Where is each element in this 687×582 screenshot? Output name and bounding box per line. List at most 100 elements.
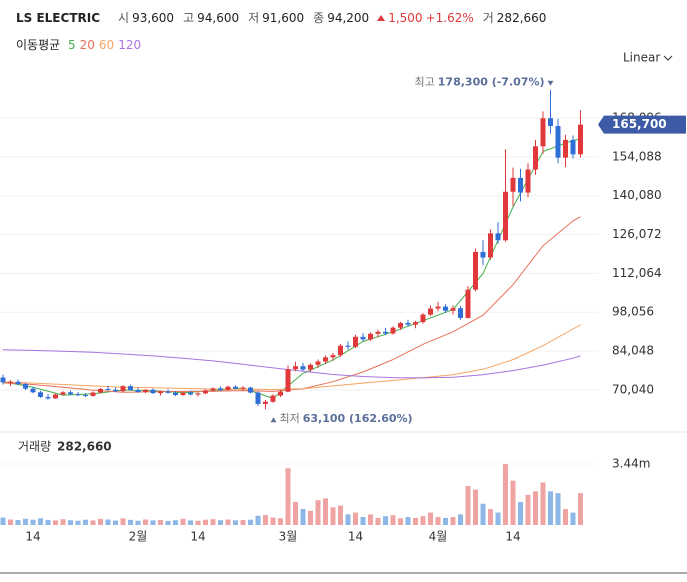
volume-bar	[450, 517, 456, 525]
volume-bar	[563, 509, 568, 525]
volume-bar	[495, 512, 501, 525]
volume-bar	[135, 520, 141, 525]
candle-body	[68, 392, 73, 395]
volume-bar	[158, 520, 163, 525]
candle-body	[338, 345, 343, 356]
low-annotation: 최저 63,100 (162.60%)	[280, 412, 413, 425]
volume-bar	[180, 518, 186, 525]
volume-bar	[405, 517, 411, 525]
volume-bar	[375, 517, 381, 525]
candle-body	[255, 392, 261, 404]
x-tick-label: 14	[190, 530, 205, 544]
volume-bar	[383, 516, 388, 525]
ma-line	[2, 349, 581, 379]
field-value: 282,660	[496, 10, 547, 25]
legend-entry: 5	[68, 38, 76, 52]
candle-body	[38, 392, 43, 397]
volume-bar	[480, 503, 486, 525]
candle-body	[368, 333, 373, 340]
high-label: 최고	[415, 76, 435, 89]
volume-bar	[308, 510, 313, 525]
candle-body	[473, 251, 478, 290]
chevron[interactable]	[663, 55, 673, 61]
volume-bar	[525, 494, 531, 525]
volume-bar	[435, 517, 441, 525]
high-text: 178,300 (-7.07%)	[438, 76, 545, 89]
candle-body	[323, 357, 328, 362]
candle-body	[195, 393, 201, 395]
x-tick-label: 14	[348, 530, 363, 544]
candle-body	[503, 191, 508, 241]
legend-entry: 120	[118, 38, 142, 52]
candle-body	[413, 322, 418, 325]
volume-bar	[53, 520, 58, 525]
volume-bar	[570, 512, 576, 525]
price-tag-label: 165,700	[612, 117, 667, 131]
volume-bar	[83, 519, 88, 525]
volume-bar	[203, 519, 208, 525]
volume-bar	[188, 520, 193, 525]
low-text: 63,100 (162.60%)	[303, 412, 413, 425]
candle-body	[315, 361, 321, 365]
candle-body	[158, 391, 163, 394]
field-label: 고	[183, 11, 195, 25]
legend-entry: 60	[98, 38, 115, 52]
scale-toggle[interactable]: Linear	[623, 51, 660, 65]
x-tick-label: 14	[505, 530, 520, 544]
volume-bar	[38, 518, 43, 525]
candle-body	[383, 331, 388, 334]
candle-body	[563, 139, 568, 158]
volume-bar	[578, 493, 583, 525]
volume-bar	[90, 520, 96, 525]
volume-bar	[195, 520, 201, 525]
candle-body	[510, 177, 516, 192]
candle-body	[120, 386, 126, 392]
volume-value: 282,660	[57, 440, 112, 454]
candle-body	[270, 395, 276, 402]
candle-body	[488, 233, 493, 258]
volume-bar	[488, 509, 493, 525]
volume-bar	[218, 520, 223, 525]
candle-body	[150, 389, 156, 394]
y-tick-label: 98,056	[612, 305, 654, 319]
volume-bar	[233, 520, 238, 525]
candle-body	[173, 392, 178, 396]
candle-body	[90, 392, 96, 396]
volume-bar	[420, 516, 426, 525]
volume-bar	[23, 518, 28, 525]
stock-name: LS ELECTRIC	[16, 10, 101, 25]
candle-body	[98, 388, 103, 393]
volume-bar	[263, 515, 268, 525]
quote-header: LS ELECTRIC 시 93,600 고 94,600 저 91,600 종 94,200…	[16, 9, 549, 26]
volume-bar	[555, 493, 561, 525]
y-tick-label: 154,088	[612, 149, 662, 163]
volume-bar	[278, 518, 283, 525]
volume-bar	[128, 519, 133, 525]
volume-bar	[75, 520, 81, 525]
x-tick-label: 14	[25, 530, 40, 544]
candle-body	[540, 118, 546, 147]
x-tick-label: 4월	[429, 530, 448, 544]
candle-body	[533, 146, 538, 170]
volume-bar	[240, 520, 246, 525]
candle-body	[278, 391, 283, 396]
legend-entry: 20	[79, 38, 95, 52]
candle-body	[390, 327, 396, 334]
candle-body	[428, 308, 433, 315]
volume-bar	[165, 520, 171, 525]
volume-bar	[300, 509, 306, 525]
field-label: 시	[118, 11, 130, 25]
candle-body	[375, 331, 381, 334]
candle-body	[233, 386, 238, 389]
field-value: 93,600	[132, 10, 175, 25]
y-tick-label: 70,040	[612, 382, 654, 396]
volume-bar	[533, 491, 538, 525]
volume-bar	[548, 491, 553, 525]
candle-body	[15, 381, 21, 384]
candle-body	[443, 306, 448, 311]
candle-body	[240, 387, 246, 389]
field-label: 종	[313, 11, 325, 25]
volume-bar	[248, 519, 253, 525]
volume-bar	[98, 518, 103, 525]
